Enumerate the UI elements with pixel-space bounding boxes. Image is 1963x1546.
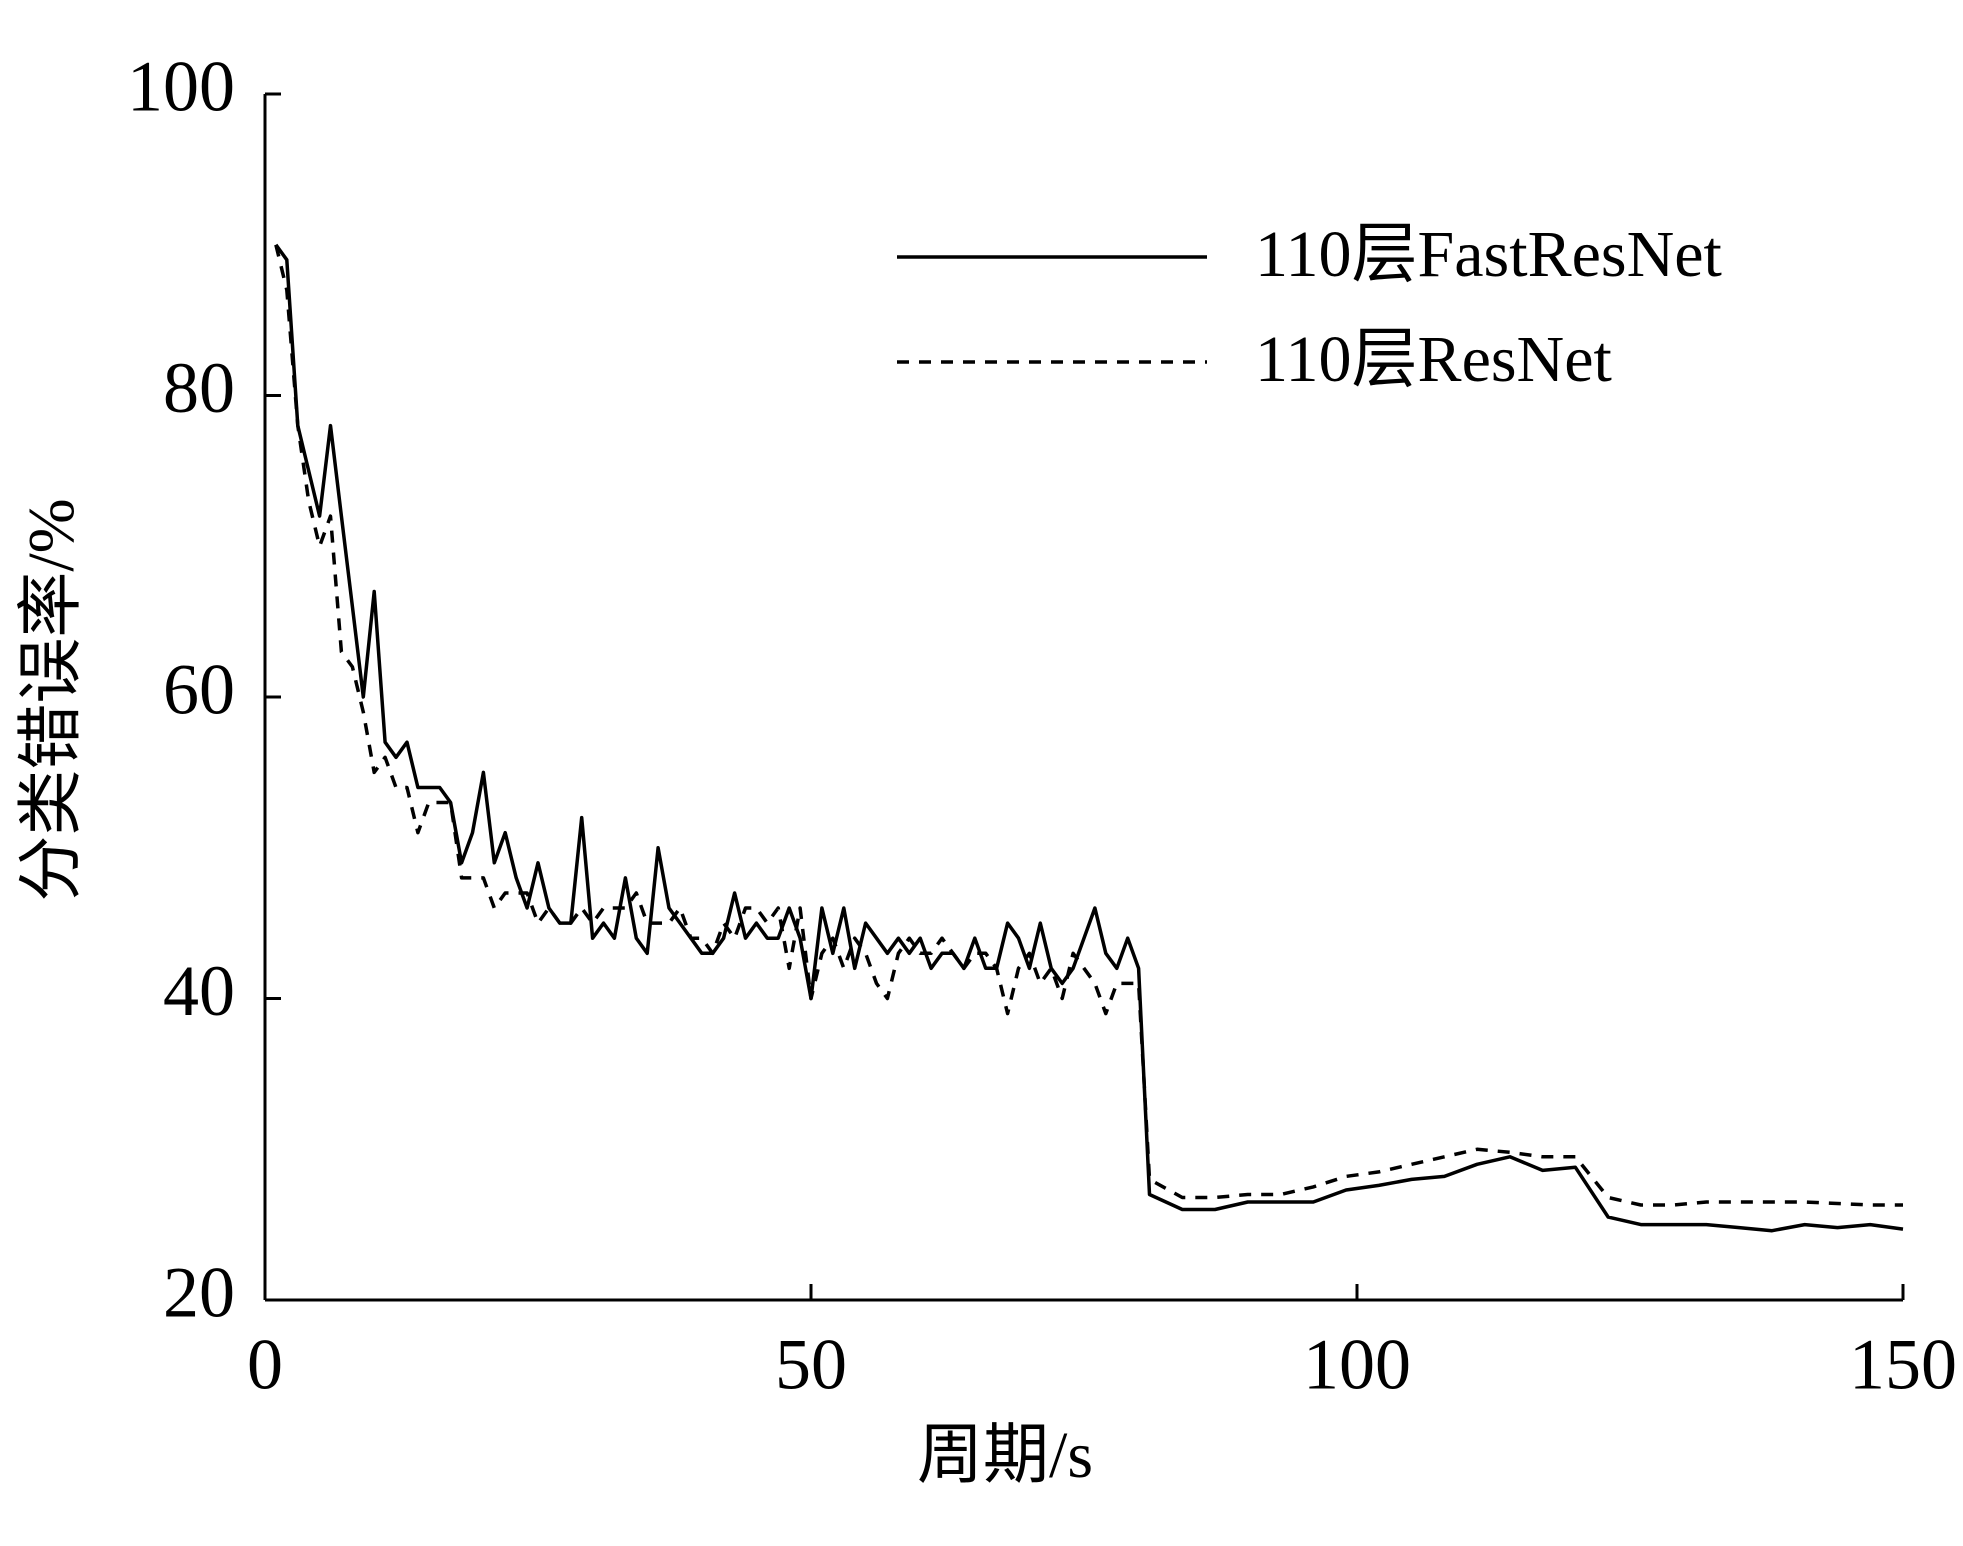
x-tick-label: 50 bbox=[775, 1325, 847, 1405]
y-tick-label: 20 bbox=[163, 1253, 235, 1333]
y-axis-title: 分类错误率/% bbox=[15, 498, 88, 901]
x-axis-title: 周期/s bbox=[917, 1419, 1093, 1492]
x-tick-label: 150 bbox=[1849, 1325, 1957, 1405]
y-tick-label: 80 bbox=[163, 348, 235, 428]
series-line bbox=[274, 244, 1903, 1207]
x-tick-label: 100 bbox=[1303, 1325, 1411, 1405]
y-tick-label: 40 bbox=[163, 951, 235, 1031]
legend-label: 110层FastResNet bbox=[1255, 218, 1722, 291]
y-tick-label: 100 bbox=[127, 47, 235, 127]
y-tick-label: 60 bbox=[163, 650, 235, 730]
x-tick-label: 0 bbox=[247, 1325, 283, 1405]
legend-label: 110层ResNet bbox=[1255, 323, 1612, 396]
series-line bbox=[274, 243, 1904, 1233]
